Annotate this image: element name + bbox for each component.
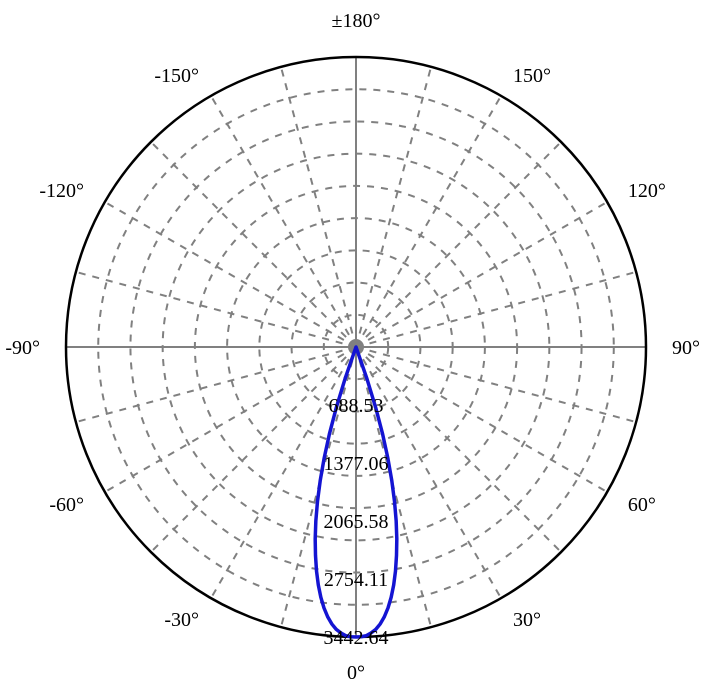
angle-label: 60° <box>628 494 656 516</box>
radial-label: 1377.06 <box>324 453 389 475</box>
angle-label: -90° <box>5 337 40 359</box>
angle-label: 30° <box>513 609 541 631</box>
angle-label: -120° <box>39 180 84 202</box>
polar-chart: ±180° 150° 120° 90° 60° 30° 0° -30° -60° -90° -120… <box>0 0 712 694</box>
angle-label: -30° <box>164 609 199 631</box>
radial-label: 688.53 <box>329 395 384 417</box>
angle-label: 0° <box>347 662 365 684</box>
radial-label: 2065.58 <box>324 511 389 533</box>
angle-label: -60° <box>49 494 84 516</box>
angle-label: 120° <box>628 180 666 202</box>
radial-label: 2754.11 <box>324 569 388 591</box>
angle-label: 150° <box>513 65 551 87</box>
angle-label: ±180° <box>332 10 381 32</box>
angle-label: 90° <box>672 337 700 359</box>
angle-label: -150° <box>154 65 199 87</box>
radial-label: 3442.64 <box>324 627 389 649</box>
